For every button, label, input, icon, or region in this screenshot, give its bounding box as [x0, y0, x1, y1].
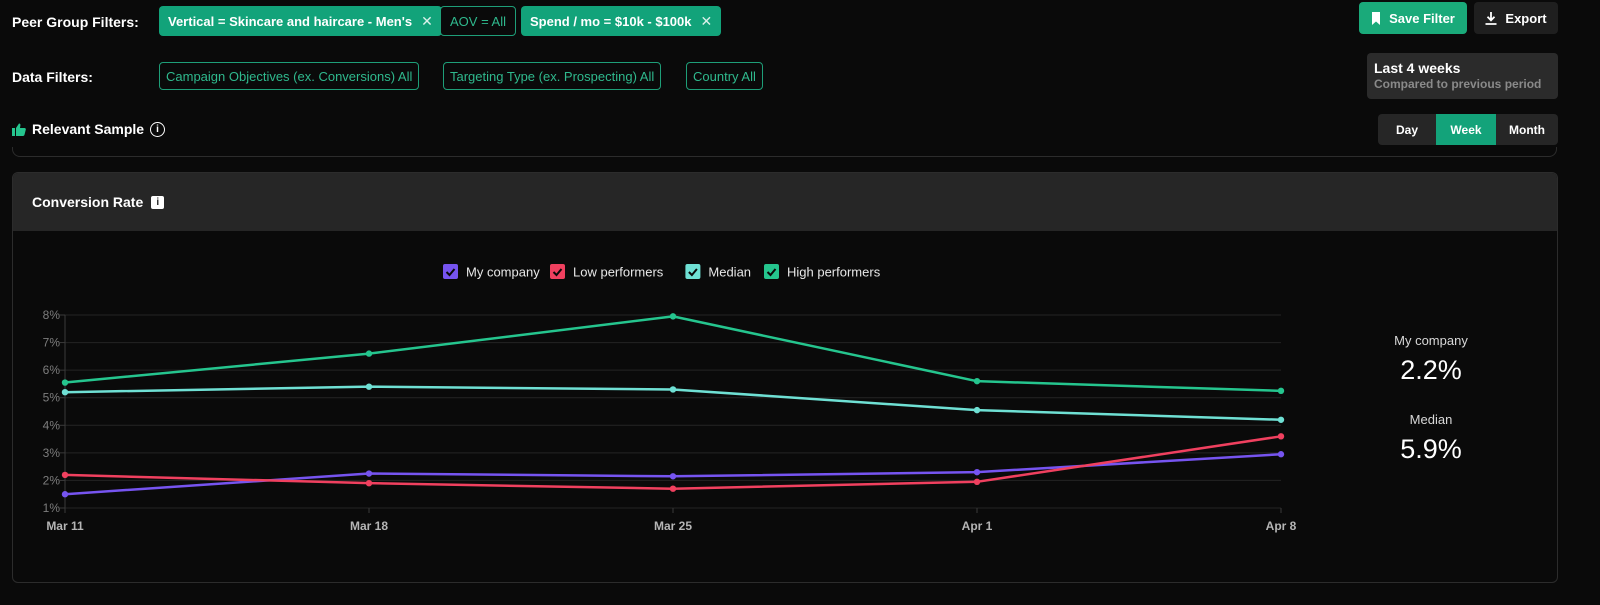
legend-item[interactable]: My company [443, 264, 540, 280]
y-tick-label: 4% [43, 418, 61, 432]
thumbs-up-icon [12, 123, 26, 136]
data-point [61, 471, 69, 479]
date-range-selector[interactable]: Last 4 weeks Compared to previous period [1367, 53, 1558, 99]
x-tick-label: Mar 18 [350, 519, 388, 533]
check-icon [552, 268, 563, 277]
filter-chip-label: Vertical = Skincare and haircare - Men's [168, 13, 413, 29]
data-point [669, 485, 677, 492]
kpi-median-label: Median [1409, 412, 1453, 427]
filter-chip-targeting-type[interactable]: Targeting Type (ex. Prospecting) All [443, 62, 662, 90]
checkbox-icon [550, 264, 565, 279]
bookmark-icon [1372, 11, 1381, 25]
data-point [1277, 387, 1285, 395]
data-point [669, 386, 677, 393]
granularity-day-button[interactable]: Day [1378, 114, 1436, 145]
series-line [64, 315, 1282, 393]
checkbox-icon [685, 264, 701, 279]
legend-item[interactable]: Low performers [550, 264, 664, 280]
export-button[interactable]: Export [1474, 2, 1558, 34]
filter-chip-label: Spend / mo = $10k - $100k [530, 13, 692, 29]
data-point [1277, 433, 1285, 440]
filter-chip-vertical[interactable]: Vertical = Skincare and haircare - Men's… [159, 6, 442, 36]
x-tick-label: Apr 8 [1266, 519, 1297, 533]
data-point [61, 379, 69, 386]
data-point [365, 383, 373, 390]
data-point [1277, 451, 1285, 458]
data-point [669, 473, 677, 480]
conversion-rate-card: Conversion Rate i My company Low performe… [12, 172, 1558, 583]
legend-item[interactable]: High performers [764, 264, 881, 280]
info-icon[interactable]: i [150, 121, 166, 137]
x-tick-label: Mar 25 [654, 519, 692, 533]
x-tick-label: Mar 11 [46, 519, 84, 533]
legend-label: High performers [787, 265, 881, 280]
y-tick-label: 3% [43, 446, 61, 460]
filter-chip-spend[interactable]: Spend / mo = $10k - $100k ✕ [521, 6, 722, 36]
relevant-sample: Relevant Sample i [12, 121, 166, 137]
data-filters-label: Data Filters: [12, 69, 93, 85]
section-divider [12, 147, 1557, 157]
y-tick-label: 6% [43, 363, 61, 377]
y-tick-label: 7% [43, 336, 61, 350]
date-range-title: Last 4 weeks [1374, 60, 1461, 76]
filter-chip-aov[interactable]: AOV = All [440, 6, 516, 36]
legend-label: Low performers [573, 265, 664, 280]
date-range-comparison: Compared to previous period [1374, 77, 1542, 91]
chart-legend: My company Low performers Median High perfo… [443, 264, 881, 280]
kpi-my-company-label: My company [1394, 333, 1468, 348]
y-tick-label: 5% [43, 391, 61, 405]
y-tick-label: 1% [43, 501, 61, 515]
y-tick-label: 2% [43, 473, 61, 487]
data-point [365, 479, 373, 487]
card-header: Conversion Rate i [13, 173, 1557, 231]
legend-item[interactable]: Median [685, 264, 751, 280]
check-icon [766, 268, 777, 277]
data-point [973, 377, 981, 385]
check-icon [688, 268, 698, 277]
x-axis-ticks: Mar 11 Mar 18 Mar 25 Apr 1 Apr 8 [46, 519, 1296, 533]
legend-label: Median [708, 265, 751, 280]
filter-chip-country[interactable]: Country All [686, 62, 763, 90]
checkbox-icon [443, 264, 458, 279]
data-point [669, 313, 677, 320]
granularity-month-button[interactable]: Month [1496, 114, 1558, 145]
kpi-my-company-value: 2.2% [1400, 355, 1462, 385]
data-point [365, 350, 373, 357]
checkbox-icon [764, 264, 779, 279]
data-point [973, 406, 981, 414]
y-tick-label: 8% [43, 308, 61, 322]
granularity-week-button[interactable]: Week [1436, 114, 1496, 145]
data-point [973, 468, 981, 476]
relevant-sample-label: Relevant Sample [32, 121, 145, 137]
data-point [61, 389, 69, 396]
x-tick-label: Apr 1 [962, 519, 993, 533]
y-axis-ticks: 1% 2% 3% 4% 5% 6% 7% 8% [43, 308, 61, 515]
card-title: Conversion Rate [32, 194, 144, 210]
save-filter-label: Save Filter [1389, 10, 1455, 26]
close-icon[interactable]: ✕ [700, 12, 713, 29]
conversion-rate-chart: My company Low performers Median High perfo… [43, 264, 1297, 533]
data-point [1277, 416, 1285, 423]
peer-group-filters-label: Peer Group Filters: [12, 14, 139, 30]
close-icon[interactable]: ✕ [421, 12, 433, 29]
kpi-median-value: 5.9% [1400, 434, 1462, 464]
info-icon[interactable]: i [151, 195, 165, 209]
check-icon [445, 268, 456, 277]
download-icon [1485, 11, 1497, 25]
filter-chip-campaign-objectives[interactable]: Campaign Objectives (ex. Conversions) Al… [159, 62, 420, 90]
chart-series [61, 313, 1285, 498]
data-point [61, 491, 69, 498]
filter-chip-label: AOV = All [450, 13, 506, 29]
export-label: Export [1505, 10, 1547, 26]
data-point [973, 478, 981, 486]
save-filter-button[interactable]: Save Filter [1359, 2, 1467, 34]
data-point [365, 470, 373, 477]
legend-label: My company [466, 265, 540, 280]
